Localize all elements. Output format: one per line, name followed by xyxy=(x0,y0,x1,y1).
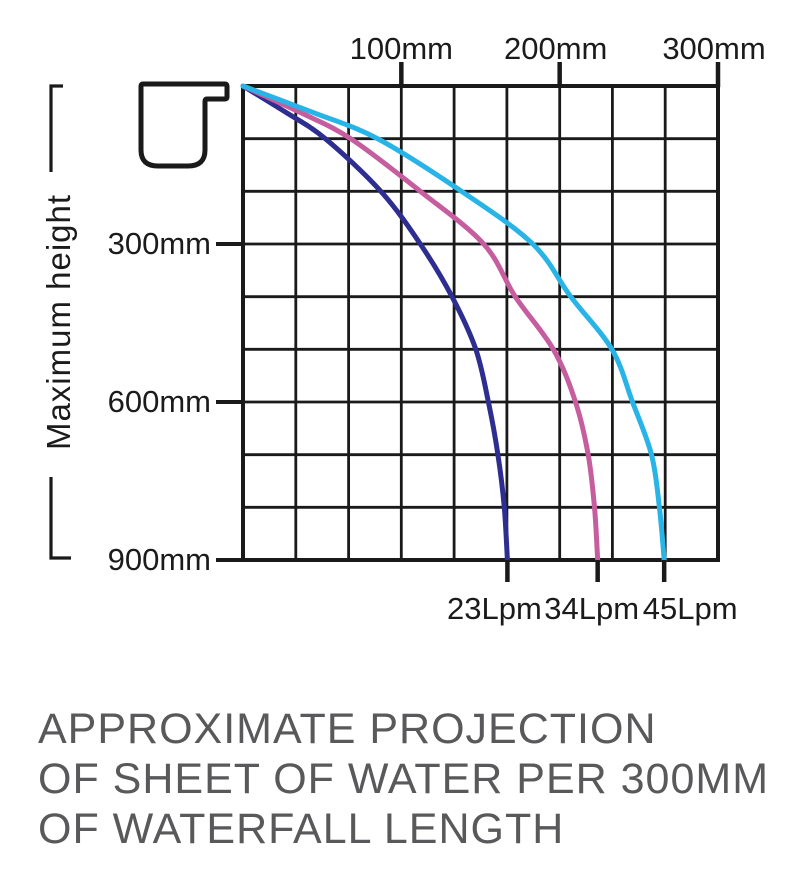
y-axis-tick-label: 900mm xyxy=(108,542,211,577)
caption-line-2: OF SHEET OF WATER PER 300MM xyxy=(38,755,770,803)
y-axis-tick-label: 600mm xyxy=(108,384,211,419)
x-axis-tick-label: 200mm xyxy=(504,31,607,66)
flow-rate-label: 34Lpm xyxy=(544,591,639,626)
waterfall-spout-cross-section-icon xyxy=(138,81,230,169)
grid-lines xyxy=(243,86,718,560)
y-axis-tick-label: 300mm xyxy=(108,226,211,261)
flow-rate-label: 23Lpm xyxy=(447,591,542,626)
caption-line-3: OF WATERFALL LENGTH xyxy=(38,805,565,853)
caption-line-1: APPROXIMATE PROJECTION xyxy=(38,705,657,753)
y-axis-title: Maximum height xyxy=(40,194,77,450)
x-axis-tick-label: 300mm xyxy=(662,31,765,66)
grid-border xyxy=(241,84,720,562)
x-axis-tick-label: 100mm xyxy=(350,31,453,66)
curve-23lpm xyxy=(240,83,510,563)
figure-caption: APPROXIMATE PROJECTION OF SHEET OF WATER… xyxy=(38,704,769,854)
height-bracket-bottom xyxy=(49,477,71,560)
height-bracket-top xyxy=(49,84,63,172)
curve-45lpm xyxy=(240,83,667,563)
curve-34lpm xyxy=(240,83,601,563)
projection-chart: 100mm 200mm 300mm 300mm 600mm 900mm 23Lpm 34Lpm… xyxy=(40,31,766,626)
flow-rate-label: 45Lpm xyxy=(643,591,738,626)
